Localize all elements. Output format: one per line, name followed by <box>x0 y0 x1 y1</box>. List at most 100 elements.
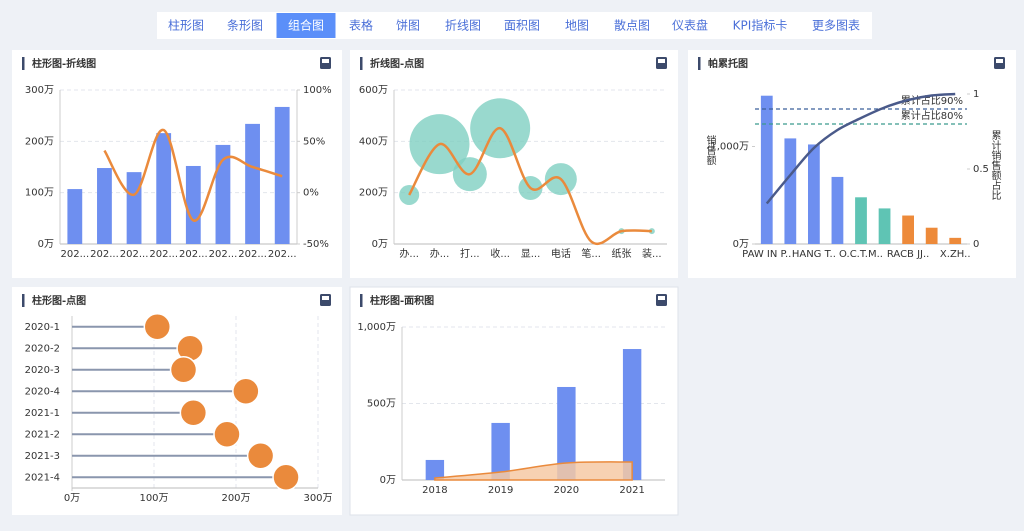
bar <box>156 133 172 244</box>
title-marker <box>360 57 363 70</box>
panel <box>350 50 678 278</box>
y-axis-label: 销售额 <box>704 134 716 166</box>
y-tick-label: 200万 <box>359 188 388 199</box>
panel-icon-inner <box>658 59 665 63</box>
bar <box>902 215 914 244</box>
bar <box>67 189 83 244</box>
x-tick-label: 202... <box>179 249 208 260</box>
y-tick-label: 400万 <box>359 136 388 147</box>
y-tick-label: 2021-2 <box>25 429 60 440</box>
bar <box>831 176 844 244</box>
panel-title: 帕累托图 <box>708 57 748 70</box>
panel-icon-inner <box>322 59 329 63</box>
y-tick-label: 2021-3 <box>25 451 60 462</box>
tab[interactable]: 组合图 <box>288 18 324 33</box>
y-tick-label: 1,000万 <box>710 142 749 153</box>
bar <box>126 172 142 244</box>
x-tick-label: 0万 <box>64 493 80 504</box>
x-tick-label: 办... <box>430 247 450 260</box>
x-tick-label: 202... <box>238 249 267 260</box>
tab[interactable]: 折线图 <box>445 18 481 33</box>
x-tick-label: O.C.T.M.. <box>839 249 883 260</box>
x-tick-label: 300万 <box>303 493 332 504</box>
x-tick-label: 2018 <box>422 485 447 496</box>
y-tick-label: 2021-1 <box>25 408 60 419</box>
bar <box>855 197 867 244</box>
panel-icon-inner <box>658 296 665 300</box>
x-tick-label: 200万 <box>221 493 250 504</box>
x-tick-label: 100万 <box>139 493 168 504</box>
x-tick-label: 202... <box>90 249 119 260</box>
y-tick-label: 50% <box>303 136 325 147</box>
y-tick-label: 100万 <box>25 188 54 199</box>
title-marker <box>22 57 25 70</box>
panel <box>688 50 1016 278</box>
y-tick-label: 2020-2 <box>25 343 60 354</box>
y-tick-label: 0.5 <box>973 164 989 175</box>
x-tick-label: HANG T.. <box>792 249 836 260</box>
tab[interactable]: 饼图 <box>396 19 420 33</box>
dot <box>179 399 208 427</box>
panel-title: 柱形图-折线图 <box>32 57 96 70</box>
y-tick-label: 0 <box>973 239 979 250</box>
y-tick-label: -50% <box>303 239 329 250</box>
tab[interactable]: 表格 <box>349 18 373 33</box>
tab[interactable]: 地图 <box>565 19 589 33</box>
x-tick-label: 2019 <box>488 485 513 496</box>
y-tick-label: 0万 <box>38 239 54 250</box>
y-tick-label: 600万 <box>359 85 388 96</box>
dot <box>246 442 275 470</box>
line <box>408 127 652 245</box>
y-tick-label: 2020-3 <box>25 365 60 376</box>
area <box>434 461 633 481</box>
tab[interactable]: 条形图 <box>227 19 263 33</box>
y2-axis-label: 累计销售额占比 <box>989 130 1001 200</box>
title-marker <box>22 294 25 307</box>
y-tick-label: 0万 <box>372 239 388 250</box>
dot <box>232 377 260 405</box>
tab-bar <box>157 12 872 39</box>
x-tick-label: PAW IN P.. <box>742 249 791 260</box>
panel-title: 折线图-点图 <box>370 57 424 70</box>
dot <box>169 356 198 384</box>
y-tick-label: 2020-1 <box>25 322 60 333</box>
y-tick-label: 1,000万 <box>357 322 396 333</box>
tab[interactable]: 面积图 <box>504 19 540 33</box>
title-marker <box>360 294 363 307</box>
x-tick-label: RACB JJ.. <box>887 249 930 260</box>
y-tick-label: 2021-4 <box>25 472 60 483</box>
tab[interactable]: 散点图 <box>614 18 650 33</box>
x-tick-label: 装... <box>642 247 662 260</box>
x-tick-label: 202... <box>120 249 149 260</box>
x-tick-label: 显... <box>521 248 541 260</box>
bar <box>784 138 797 244</box>
cumulative-line <box>765 92 956 205</box>
x-tick-label: 202... <box>209 249 238 260</box>
bar <box>808 144 820 244</box>
bar <box>622 349 642 480</box>
y-tick-label: 0万 <box>733 239 749 250</box>
panel-icon-inner <box>322 296 329 300</box>
bar <box>925 227 938 244</box>
y-tick-label: 0万 <box>380 475 396 486</box>
y-tick-label: 100% <box>303 85 332 96</box>
tab[interactable]: 更多图表 <box>812 19 860 33</box>
tab[interactable]: 仪表盘 <box>672 18 708 33</box>
x-tick-label: 2020 <box>554 485 579 496</box>
x-tick-label: 2021 <box>619 485 644 496</box>
bar <box>878 208 891 244</box>
bar <box>425 459 445 480</box>
active-tab <box>276 13 336 38</box>
x-tick-label: 笔... <box>581 247 601 260</box>
tab[interactable]: 柱形图 <box>168 18 204 33</box>
bar <box>949 237 962 244</box>
panel-title: 柱形图-面积图 <box>370 294 434 307</box>
tab[interactable]: KPI指标卡 <box>733 18 788 33</box>
bar <box>185 165 201 244</box>
y-tick-label: 200万 <box>25 136 54 147</box>
x-tick-label: 202... <box>268 249 297 260</box>
x-tick-label: 202... <box>61 249 90 260</box>
reference-label: 累计占比80% <box>901 109 963 122</box>
x-tick-label: X.ZH.. <box>940 249 971 260</box>
